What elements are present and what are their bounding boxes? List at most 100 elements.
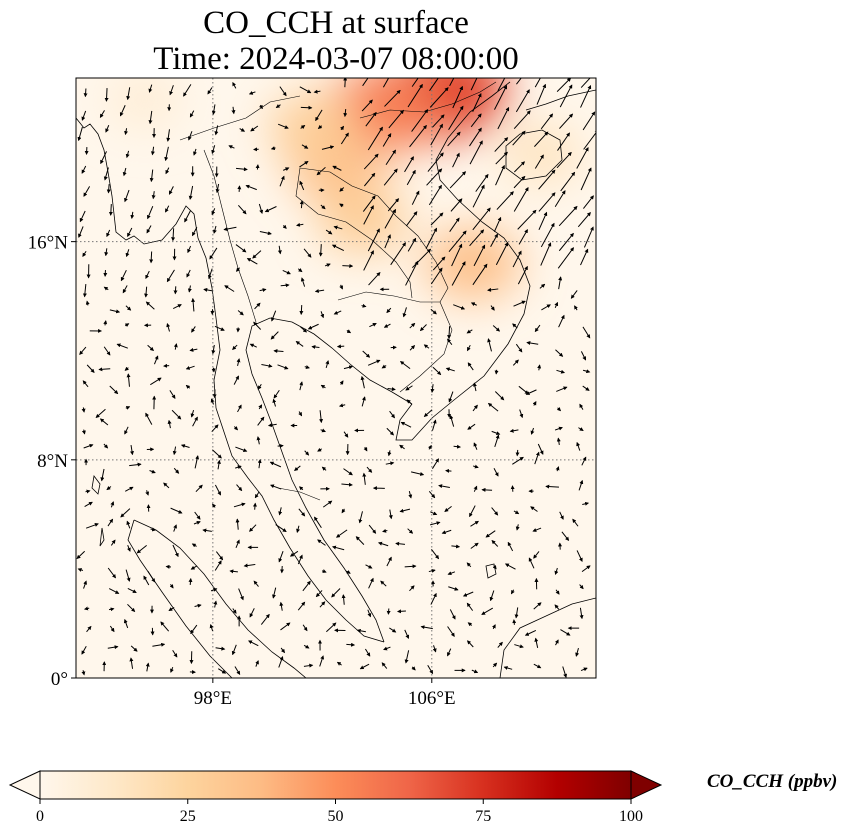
wind-arrow	[341, 508, 346, 514]
wind-arrow	[411, 108, 429, 132]
wind-arrow	[224, 285, 235, 292]
wind-arrow	[317, 447, 322, 452]
wind-arrow	[215, 646, 226, 651]
wind-arrow	[108, 204, 113, 216]
wind-arrow	[169, 85, 174, 96]
wind-arrow	[386, 427, 395, 436]
wind-arrow	[249, 524, 257, 532]
wind-arrow	[450, 198, 463, 212]
border-myanmar-china	[179, 95, 301, 141]
wind-arrow	[517, 265, 528, 285]
wind-arrow	[246, 258, 258, 265]
wind-arrow	[194, 455, 200, 469]
wind-arrow	[467, 362, 474, 371]
wind-arrow	[302, 580, 311, 592]
wind-arrow	[397, 609, 406, 614]
wind-arrow	[318, 244, 323, 257]
wind-arrow	[494, 137, 509, 152]
wind-arrow	[466, 602, 474, 611]
wind-arrow	[168, 607, 175, 611]
wind-arrow	[125, 150, 130, 159]
wind-arrow	[79, 210, 86, 223]
wind-arrow	[146, 225, 152, 234]
wind-arrow	[578, 427, 584, 431]
wind-arrow	[278, 507, 283, 516]
wind-arrow	[405, 260, 419, 286]
wind-arrow	[145, 301, 155, 310]
wind-arrow	[254, 491, 260, 499]
wind-arrow	[270, 331, 279, 340]
wind-arrow	[532, 401, 537, 406]
wind-arrow	[381, 662, 388, 669]
wind-arrow	[167, 419, 172, 429]
wind-arrow	[576, 441, 581, 451]
wind-arrow	[445, 367, 455, 372]
wind-arrow	[448, 230, 467, 253]
wind-arrow	[469, 229, 485, 247]
wind-arrow	[512, 130, 526, 146]
border-thailand-cambodia	[337, 291, 440, 303]
wind-arrow	[216, 459, 221, 470]
wind-arrow	[280, 647, 285, 654]
wind-arrow	[470, 302, 477, 307]
wind-arrow	[211, 104, 216, 115]
wind-arrow	[512, 456, 524, 465]
wind-arrow	[512, 323, 518, 329]
wind-arrow	[299, 160, 309, 168]
wind-arrow	[515, 343, 523, 353]
wind-arrow	[448, 586, 459, 591]
wind-arrow	[259, 230, 272, 236]
wind-arrow	[432, 256, 446, 271]
wind-arrow	[532, 527, 542, 532]
wind-arrow	[260, 613, 270, 625]
wind-arrow	[366, 466, 373, 473]
wind-arrow	[558, 314, 565, 328]
wind-arrow	[580, 78, 591, 88]
wind-arrow	[530, 506, 538, 512]
wind-arrow	[386, 307, 392, 314]
wind-arrow	[383, 646, 391, 651]
wind-arrow	[235, 244, 247, 253]
wind-arrow	[451, 261, 466, 286]
wind-arrow	[473, 485, 478, 492]
wind-arrow	[322, 500, 333, 508]
wind-arrow	[580, 84, 592, 108]
wind-arrow	[236, 484, 243, 492]
wind-arrow	[561, 531, 570, 541]
wind-arrow	[295, 341, 304, 347]
wind-arrow	[124, 128, 129, 136]
wind-arrow	[560, 171, 576, 192]
wind-arrow	[124, 323, 130, 328]
wind-arrow	[541, 304, 551, 311]
wind-arrow	[277, 123, 289, 129]
wind-arrow	[362, 472, 367, 485]
wind-arrow	[145, 490, 150, 496]
wind-arrow	[320, 384, 326, 389]
wind-arrow	[389, 627, 397, 633]
wind-arrow	[363, 250, 374, 271]
wind-arrow	[339, 203, 344, 208]
wind-arrow	[448, 391, 454, 403]
wind-arrow	[429, 87, 449, 108]
wind-arrow	[237, 404, 242, 413]
wind-arrow	[579, 607, 584, 620]
wind-arrow	[336, 661, 342, 666]
wind-arrow	[339, 380, 344, 385]
border-thailand-laos	[295, 167, 413, 299]
wind-arrow	[453, 304, 466, 310]
wind-arrow	[402, 307, 407, 318]
wind-arrow	[577, 212, 591, 228]
wind-arrow	[554, 426, 563, 431]
wind-arrow	[105, 125, 110, 133]
wind-arrow	[339, 284, 343, 290]
wind-arrow	[319, 601, 326, 608]
wind-arrow	[264, 206, 277, 213]
wind-arrow	[580, 351, 587, 361]
wind-arrow	[382, 78, 390, 88]
wind-arrow	[343, 109, 348, 118]
wind-arrow	[149, 251, 154, 264]
wind-arrow	[228, 145, 235, 149]
wind-arrow	[405, 211, 418, 227]
wind-arrow	[148, 110, 153, 125]
wind-arrow	[120, 269, 127, 282]
